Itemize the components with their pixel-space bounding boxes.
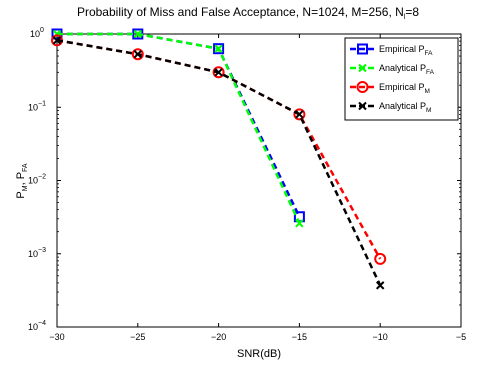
data-point-x-stroke — [133, 29, 143, 39]
x-tick-label: −5 — [456, 332, 466, 342]
y-tick-base: 10 — [28, 102, 38, 112]
data-point-x-stroke — [214, 44, 223, 53]
y-tick-label: 100 — [30, 27, 44, 39]
legend-label-sub: M — [426, 107, 431, 114]
x-tick-label: −30 — [49, 332, 64, 342]
x-tick-labels: −30 −25 −20 −15 −10 −5 — [49, 332, 466, 342]
y-axis-label-p1: P — [15, 191, 27, 198]
data-point-circle — [374, 252, 387, 265]
legend-label-sub: FA — [426, 69, 435, 76]
y-axis-label: PM, PFA — [15, 163, 29, 199]
data-point-x-stroke — [375, 281, 385, 290]
y-tick-exp: 0 — [40, 27, 44, 34]
y-tick-exp: −3 — [38, 247, 46, 254]
legend-label: Analytical PM — [379, 101, 431, 114]
data-point-x — [358, 101, 367, 111]
legend-item: Analytical PFA — [350, 63, 435, 76]
data-point-x-stroke — [133, 49, 143, 59]
data-point-x — [375, 281, 385, 290]
legend-label-main: Empirical P — [379, 82, 425, 92]
x-axis-label: SNR(dB) — [237, 348, 281, 360]
y-axis-label-p2: , P — [15, 172, 27, 185]
y-tick-label: 10−3 — [28, 247, 46, 259]
data-point-circle — [131, 48, 144, 61]
data-point-x-stroke — [214, 68, 223, 77]
y-axis-label-s1: M — [22, 185, 29, 191]
legend-item: Analytical PM — [350, 101, 431, 114]
data-point-x — [52, 36, 62, 45]
data-point-circle — [293, 108, 306, 121]
data-point-x-stroke — [295, 110, 304, 119]
x-tick-label: −20 — [211, 332, 226, 342]
legend-label-main: Analytical P — [379, 101, 426, 111]
legend-label-sub: FA — [425, 50, 434, 57]
y-tick-label: 10−2 — [28, 174, 46, 186]
x-tick-label: −25 — [130, 332, 145, 342]
legend-label: Empirical PM — [379, 82, 430, 95]
data-point-x — [295, 219, 304, 228]
legend-label: Empirical PFA — [379, 44, 433, 57]
series-line — [57, 32, 301, 224]
legend-item: Empirical PM — [350, 81, 430, 95]
data-point-circle — [212, 66, 225, 79]
legend-label: Analytical PFA — [379, 63, 435, 76]
y-tick-exp: −4 — [38, 320, 46, 327]
x-tick-label: −10 — [373, 332, 388, 342]
legend-item: Empirical PFA — [350, 43, 433, 57]
legend-label-main: Empirical P — [379, 44, 425, 54]
legend-label-main: Analytical P — [379, 63, 426, 73]
data-point-circle — [356, 81, 369, 93]
x-tick-label: −15 — [292, 332, 307, 342]
chart-title-tail: =8 — [405, 5, 419, 19]
data-point-x — [133, 49, 143, 59]
data-point-x-stroke — [295, 219, 304, 228]
data-point-x — [214, 44, 223, 53]
data-point-x-stroke — [358, 101, 367, 111]
data-point-x — [214, 68, 223, 77]
chart-title: Probability of Miss and False Acceptance… — [77, 5, 419, 21]
data-point-x — [358, 63, 367, 73]
series-layer — [51, 28, 387, 290]
series-3 — [52, 36, 385, 290]
y-tick-base: 10 — [28, 249, 38, 259]
legend-label-sub: M — [425, 88, 430, 95]
y-tick-base: 10 — [30, 29, 40, 39]
y-tick-label: 10−1 — [28, 100, 46, 112]
y-tick-base: 10 — [28, 322, 38, 332]
y-tick-label: 10−4 — [28, 320, 46, 332]
data-point-x — [133, 29, 143, 39]
data-point-square — [213, 43, 225, 55]
data-point-x-stroke — [52, 36, 62, 45]
chart-title-sub: l — [404, 14, 406, 21]
y-axis-label-s2: FA — [22, 163, 29, 172]
y-tick-exp: −1 — [38, 100, 46, 107]
y-tick-base: 10 — [28, 176, 38, 186]
data-point-x — [295, 110, 304, 119]
y-tick-exp: −2 — [38, 174, 46, 181]
data-point-x-stroke — [358, 63, 367, 73]
chart-title-main: Probability of Miss and False Acceptance… — [77, 5, 404, 19]
data-point-square — [357, 43, 368, 55]
